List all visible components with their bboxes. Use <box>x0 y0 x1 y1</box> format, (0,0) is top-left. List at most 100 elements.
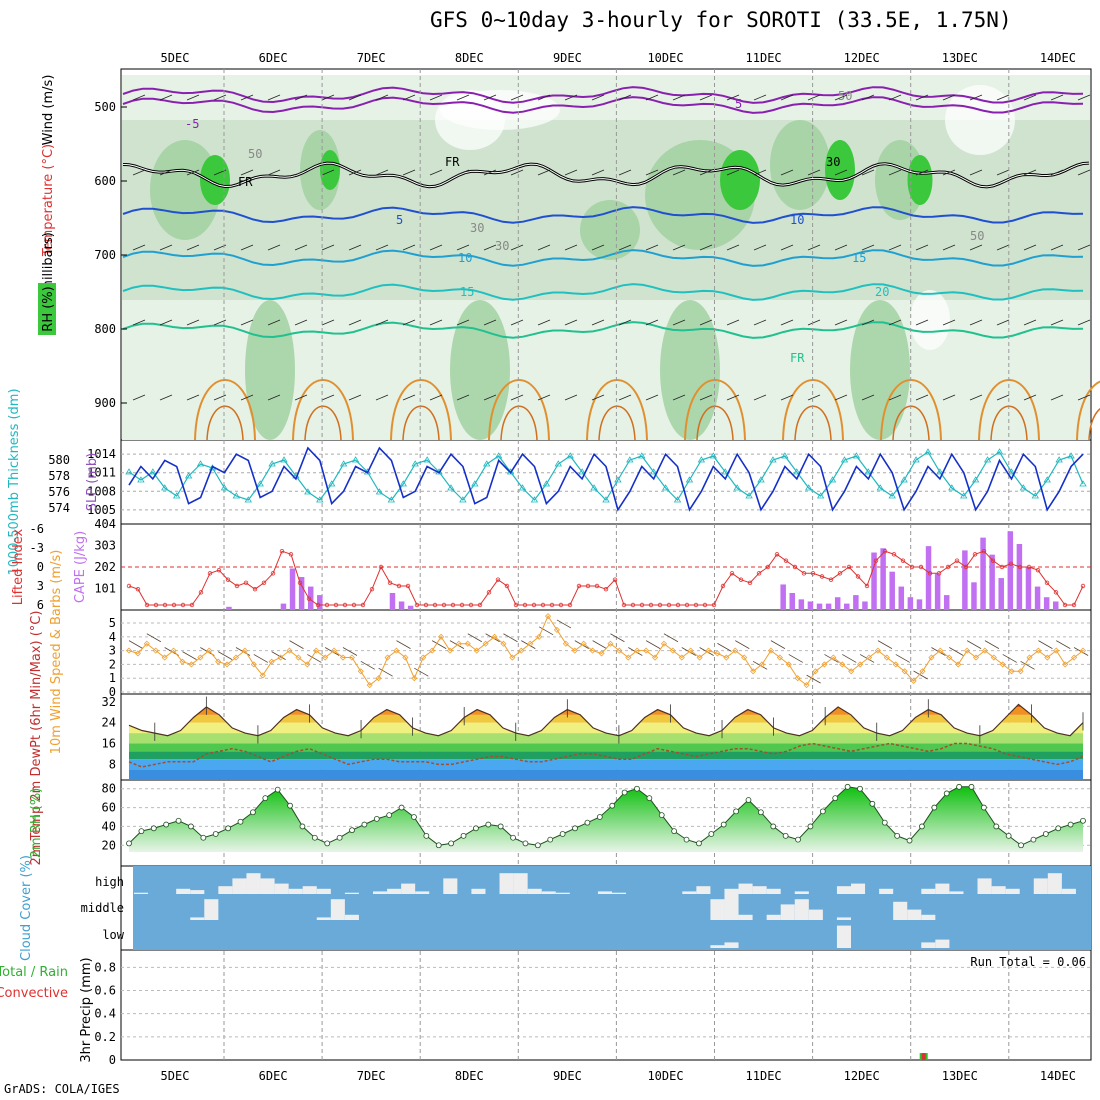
rh-point <box>287 802 293 809</box>
wind-speed-point <box>509 654 516 661</box>
upper-wind-barb <box>294 394 308 401</box>
upper-wind-barb <box>807 244 821 251</box>
rh-point <box>857 785 863 792</box>
cloud-cover-bar <box>316 917 331 920</box>
temp-tick-label: 24 <box>102 716 116 730</box>
cloud-level-label: high <box>95 875 124 889</box>
lifted-index-point <box>369 586 375 592</box>
wind-speed-point <box>910 677 917 685</box>
precip-convective-label: Convective <box>0 986 68 1001</box>
lifted-index-point <box>792 564 798 570</box>
lifted-axis-label: Lifted Index <box>11 528 26 605</box>
warm-contour-loop <box>1088 408 1100 441</box>
thickness-point <box>805 484 813 491</box>
thickness-point <box>232 492 241 499</box>
upper-wind-barb <box>186 169 200 176</box>
cloud-cover-bar <box>344 892 359 894</box>
upper-wind-barb <box>429 244 443 251</box>
lifted-index-point <box>900 558 906 563</box>
lifted-index-point <box>774 552 780 557</box>
wind-speed-point <box>544 613 552 620</box>
temp-color-band <box>129 769 1083 780</box>
surface-wind-barb <box>770 640 786 649</box>
wind-speed-point <box>839 661 846 668</box>
thickness-point <box>840 456 849 463</box>
lifted-index-point <box>297 580 303 586</box>
upper-wind-barb <box>780 394 794 401</box>
rh-point <box>188 823 194 830</box>
upper-wind-barb <box>537 319 551 326</box>
rh-point <box>460 832 467 839</box>
lifted-index-point <box>405 583 411 589</box>
upper-wind-barb <box>1050 169 1064 176</box>
cape-bar <box>934 573 941 610</box>
upper-wind-barb <box>159 169 173 176</box>
lifted-index-point <box>252 586 258 592</box>
thickness-point <box>888 492 896 499</box>
cape-bar <box>916 599 923 610</box>
wind-speed-point <box>330 647 338 654</box>
rh-point <box>609 802 616 809</box>
upper-wind-barb <box>672 394 686 401</box>
wind-speed-point <box>464 640 471 647</box>
cape-tick-label: 303 <box>94 539 116 553</box>
date-tick-bottom: 12DEC <box>844 1069 880 1083</box>
upper-wind-barb <box>915 94 929 101</box>
cape-bar <box>989 554 995 610</box>
rh-area <box>129 786 1083 852</box>
lifted-index-point <box>378 564 384 570</box>
thickness-point <box>1043 476 1051 483</box>
cape-tick-label: 202 <box>94 560 116 574</box>
upper-wind-barb <box>969 169 983 176</box>
cape-bar <box>889 571 895 610</box>
cloud-cover-bar <box>935 939 950 948</box>
lifted-index-point <box>909 564 915 570</box>
upper-wind-barb <box>564 394 578 401</box>
precip-convective-bar <box>921 1053 926 1060</box>
cloud-cover-bar <box>752 886 767 894</box>
thickness-point <box>745 492 753 499</box>
upper-wind-barb <box>699 319 713 326</box>
temp-line <box>128 703 1084 737</box>
cloud-background <box>133 866 1091 950</box>
upper-wind-barb <box>942 169 956 176</box>
thickness-point <box>137 476 145 483</box>
wind-speed-point <box>500 640 507 647</box>
cloud-cover-bar <box>218 886 233 894</box>
lifted-index-point <box>702 602 708 608</box>
wind-speed-point <box>643 647 650 654</box>
wind-speed-point <box>1035 647 1042 654</box>
thickness-series-line <box>128 451 1084 501</box>
surface-wind-barb <box>610 633 625 643</box>
lifted-index-point <box>306 596 312 601</box>
upper-wind-barb <box>645 169 659 176</box>
upper-wind-barb <box>402 244 416 251</box>
contour-label: 30 <box>495 239 509 253</box>
lifted-index-point <box>360 602 366 608</box>
upper-wind-barb <box>456 394 470 401</box>
cape-bar <box>907 597 914 610</box>
upper-wind-barb <box>564 244 578 251</box>
wind-speed-point <box>188 661 195 668</box>
wind-speed-point <box>981 647 988 654</box>
thickness-point <box>960 492 968 499</box>
lifted-index-point <box>198 590 204 595</box>
cape-bar <box>407 605 414 610</box>
upper-wind-barb <box>915 244 929 251</box>
upper-wind-barb <box>969 394 983 401</box>
thickness-point <box>614 476 622 483</box>
upper-wind-barb <box>348 169 362 176</box>
upper-wind-barb <box>618 169 632 176</box>
lifted-index-point <box>603 586 609 592</box>
upper-wind-barb <box>699 244 713 251</box>
lifted-index-point <box>558 602 564 608</box>
upper-wind-barb <box>672 244 686 251</box>
rh-point <box>1042 831 1049 837</box>
lifted-index-point <box>918 564 924 570</box>
thickness-point <box>125 468 133 475</box>
upper-wind-barb <box>483 394 497 401</box>
lifted-index-point <box>387 580 393 586</box>
upper-wind-barb <box>132 94 146 101</box>
rh-point <box>547 836 554 843</box>
rh-point <box>126 840 132 847</box>
